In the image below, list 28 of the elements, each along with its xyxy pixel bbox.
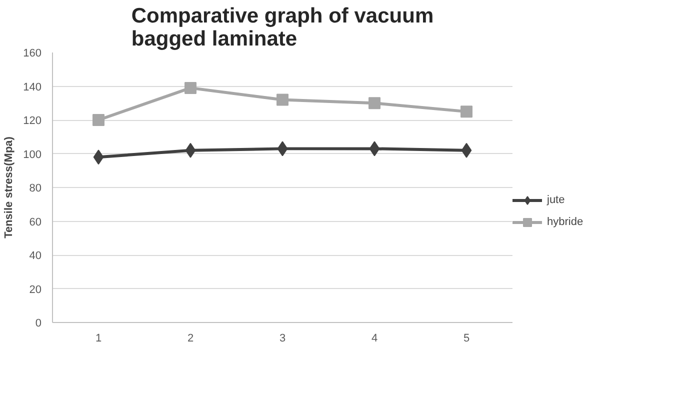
point	[276, 94, 288, 106]
x-tick-label: 4	[371, 332, 378, 344]
x-tick-label: 1	[95, 332, 102, 344]
legend-label: jute	[547, 194, 566, 206]
point	[277, 141, 288, 156]
y-tick-label: 20	[29, 284, 42, 296]
point	[461, 142, 472, 158]
y-tick-label: 160	[23, 48, 42, 60]
point	[92, 114, 104, 126]
y-tick-label: 80	[29, 182, 42, 194]
x-tick-label: 5	[463, 332, 470, 344]
y-tick-label: 0	[35, 318, 42, 330]
y-tick-label: 40	[29, 250, 42, 262]
x-tick-label: 2	[187, 332, 194, 344]
y-tick-label: 100	[23, 148, 42, 161]
point	[368, 97, 380, 110]
chart-title: Comparative graph of vacuum bagged laminate	[131, 4, 434, 50]
y-tick-label: 60	[29, 216, 42, 228]
point	[93, 150, 104, 165]
y-axis-title: Tensile stress(Mpa)	[3, 136, 16, 238]
legend-label: hybride	[547, 216, 584, 228]
point	[185, 142, 196, 158]
point	[460, 106, 472, 118]
y-tick-label: 120	[23, 115, 42, 127]
x-tick-label: 3	[279, 332, 286, 344]
point	[184, 82, 196, 94]
point	[369, 141, 380, 156]
y-tick-label: 140	[23, 81, 42, 94]
